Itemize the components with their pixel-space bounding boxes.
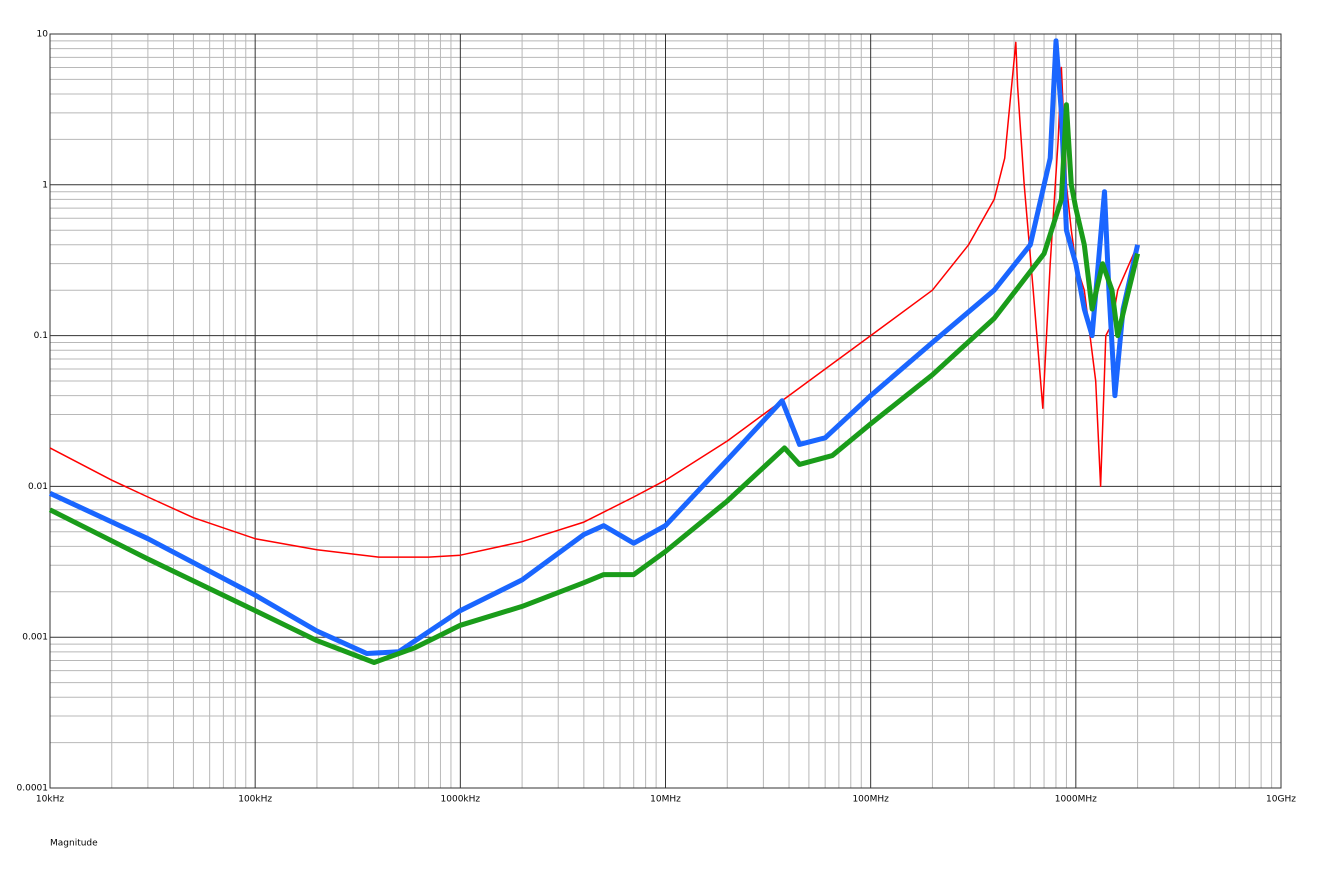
data-line (49, 41, 1139, 558)
x-tick-label: 1000MHz (1055, 795, 1097, 805)
x-tick-label: 10kHz (36, 795, 64, 805)
x-tick-label: 10GHz (1266, 795, 1296, 805)
data-line (48, 38, 1141, 656)
y-tick-label: 0.1 (34, 331, 48, 341)
y-tick-label: 10 (37, 30, 49, 40)
y-tick-label: 0.0001 (17, 784, 49, 794)
x-tick-label: 10MHz (650, 795, 681, 805)
y-tick-label: 0.001 (22, 633, 48, 643)
y-axis-label: Magnitude (50, 839, 98, 849)
plot-frame (49, 33, 1282, 789)
y-tick-label: 0.01 (28, 482, 48, 492)
data-line (48, 102, 1141, 665)
x-tick-label: 100kHz (238, 795, 272, 805)
x-tick-label: 100MHz (852, 795, 889, 805)
x-tick-label: 1000kHz (441, 795, 481, 805)
y-tick-label: 1 (42, 180, 48, 190)
